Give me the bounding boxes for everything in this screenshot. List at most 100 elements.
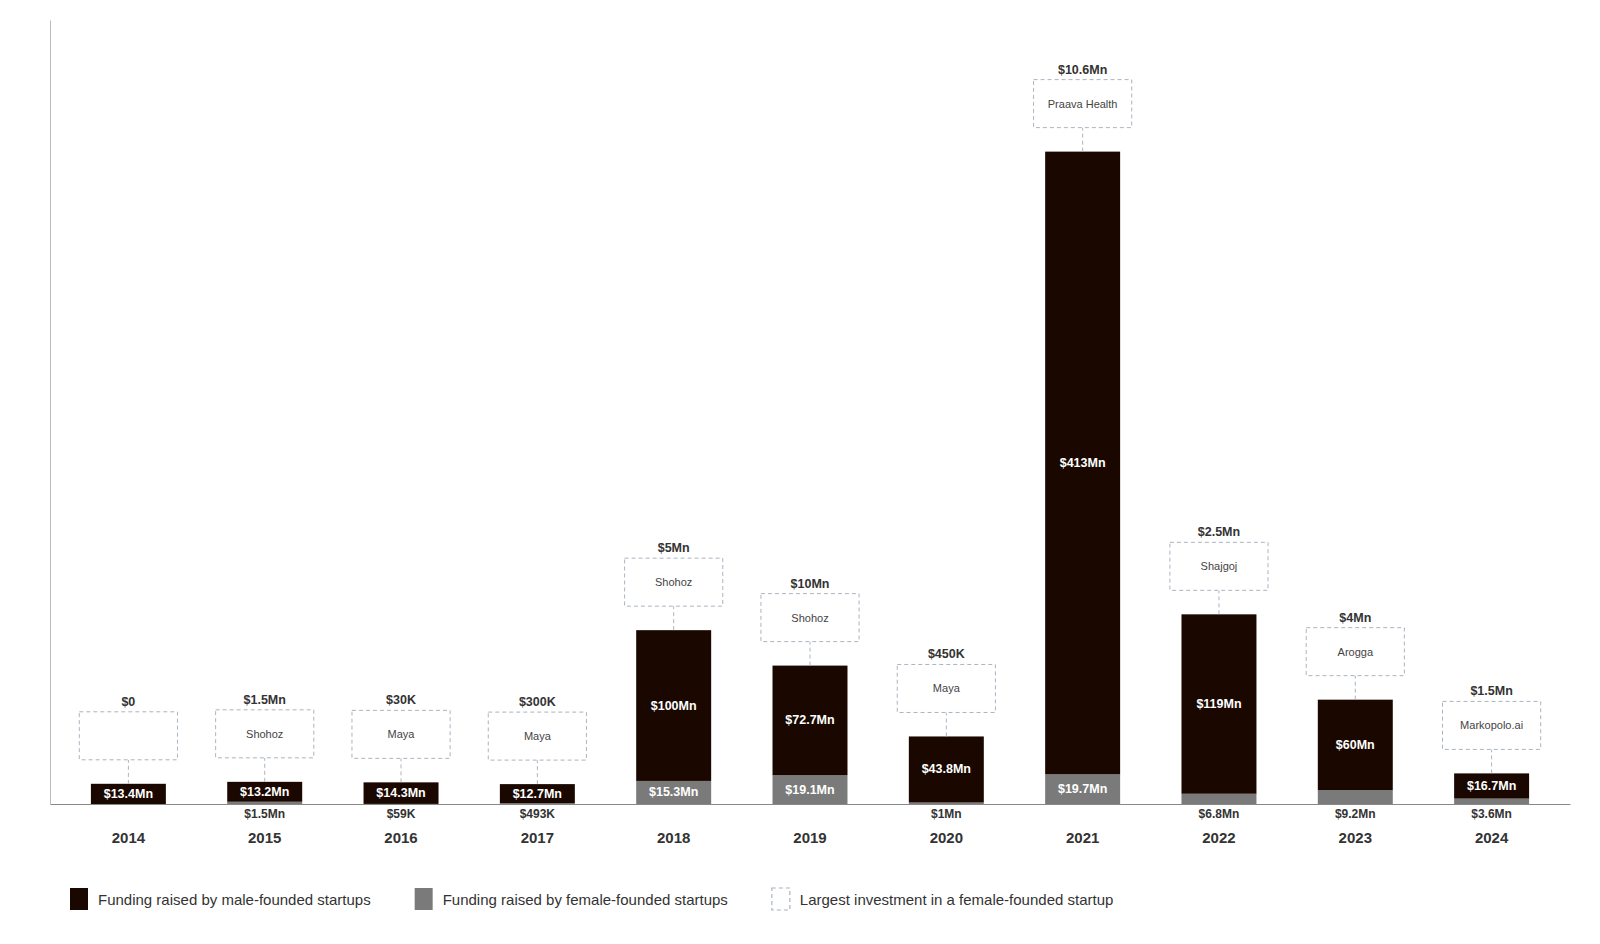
bar (364, 782, 439, 804)
annotation-box (1443, 701, 1541, 749)
x-axis-line (51, 804, 1571, 805)
data-label: $119Mn (1196, 697, 1241, 711)
legend-item: Largest investment in a female-founded s… (772, 888, 1114, 910)
legend-label: Largest investment in a female-founded s… (800, 891, 1114, 908)
annotation-box (79, 712, 177, 760)
legend-label: Funding raised by female-founded startup… (443, 891, 728, 908)
annotation-company: Shajgoj (1201, 560, 1238, 572)
annotation-connector (673, 606, 674, 630)
legend-swatch (772, 888, 790, 910)
data-label: $14.3Mn (376, 786, 425, 800)
data-labels: $1.5Mn$59K$493K$15.3Mn$19.1Mn$1Mn$19.7Mn… (104, 456, 1517, 821)
data-label: $100Mn (651, 699, 697, 713)
annotation-label: $2.5Mn (1198, 525, 1240, 539)
bar (1181, 794, 1256, 804)
x-tick: 2014 (112, 804, 146, 846)
annotation-box (761, 594, 859, 642)
x-tick-label: 2021 (1066, 829, 1099, 846)
annotation-label: $5Mn (658, 541, 690, 555)
data-label: $13.4Mn (104, 787, 153, 801)
data-label: $59K (387, 807, 416, 821)
annotation-connector (946, 712, 947, 736)
annotation-box (1170, 542, 1268, 590)
annotation-box (488, 712, 586, 760)
x-tick-label: 2018 (657, 829, 690, 846)
annotations: $0Shohoz$1.5MnMaya$30KMaya$300KShohoz$5M… (79, 63, 1540, 784)
legend: Funding raised by male-founded startups F… (70, 888, 1113, 910)
x-tick-label: 2020 (930, 829, 963, 846)
annotation-connector (537, 760, 538, 784)
bar (773, 666, 848, 776)
data-label: $1.5Mn (244, 807, 285, 821)
x-tick-label: 2017 (521, 829, 554, 846)
chart-container: 2014201520162017201820192020202120222023… (0, 0, 1600, 944)
annotation-box (216, 710, 314, 758)
data-label: $413Mn (1060, 456, 1106, 470)
annotation-connector (264, 758, 265, 782)
y-axis (50, 21, 51, 805)
bars (91, 152, 1529, 804)
annotation-connector (1218, 590, 1219, 614)
annotation-label: $10Mn (791, 577, 830, 591)
bar (500, 784, 575, 803)
legend-label: Funding raised by male-founded startups (98, 891, 371, 908)
bar (636, 630, 711, 781)
annotation-box (1306, 628, 1404, 676)
annotation-label: $30K (386, 693, 416, 707)
x-tick-label: 2022 (1202, 829, 1235, 846)
data-label: $16.7Mn (1467, 779, 1516, 793)
annotation-box (625, 558, 723, 606)
annotation-label: $0 (121, 695, 135, 709)
x-tick-label: 2019 (793, 829, 826, 846)
annotation-connector (1355, 676, 1356, 700)
bar (1181, 614, 1256, 793)
bar (1454, 773, 1529, 798)
bar (91, 784, 166, 804)
data-label: $493K (520, 807, 556, 821)
annotation-company: Shohoz (246, 728, 283, 740)
bar (1454, 799, 1529, 804)
legend-item: Funding raised by female-founded startup… (415, 888, 728, 910)
x-tick: 2021 (1066, 804, 1099, 846)
legend-swatch (415, 888, 433, 910)
data-label: $1Mn (931, 807, 962, 821)
x-tick: 2018 (657, 804, 690, 846)
annotation-company: Maya (524, 730, 552, 742)
bar (1318, 790, 1393, 804)
data-label: $43.8Mn (922, 762, 971, 776)
data-label: $6.8Mn (1199, 807, 1240, 821)
bar (909, 736, 984, 802)
annotation-connector (810, 642, 811, 666)
annotation-label: $300K (519, 695, 556, 709)
annotation-connector (1491, 749, 1492, 773)
x-tick: 2016 (384, 804, 417, 846)
x-tick-label: 2024 (1475, 829, 1509, 846)
bar (1045, 152, 1120, 775)
annotation-box (1034, 80, 1132, 128)
data-label: $9.2Mn (1335, 807, 1376, 821)
chart-svg: 2014201520162017201820192020202120222023… (0, 0, 1600, 944)
annotation-company: Shohoz (655, 576, 692, 588)
data-label: $3.6Mn (1471, 807, 1512, 821)
annotation-label: $10.6Mn (1058, 63, 1107, 77)
x-tick: 2019 (793, 804, 826, 846)
annotation-company: Markopolo.ai (1460, 719, 1523, 731)
annotation-label: $1.5Mn (244, 693, 286, 707)
data-label: $72.7Mn (785, 713, 834, 727)
annotation-connector (128, 760, 129, 784)
annotation-label: $1.5Mn (1470, 684, 1512, 698)
annotation-label: $450K (928, 647, 965, 661)
data-label: $19.1Mn (785, 783, 834, 797)
annotation-company: Shohoz (791, 612, 828, 624)
bar (773, 775, 848, 804)
data-label: $15.3Mn (649, 785, 698, 799)
series-bars (91, 152, 1529, 804)
annotation-box (897, 664, 995, 712)
bar (909, 802, 984, 804)
annotation-box (352, 710, 450, 758)
data-label: $60Mn (1336, 738, 1375, 752)
data-label: $13.2Mn (240, 785, 289, 799)
legend-item: Funding raised by male-founded startups (70, 888, 371, 910)
annotation-company: Praava Health (1048, 98, 1118, 110)
bar (636, 781, 711, 804)
